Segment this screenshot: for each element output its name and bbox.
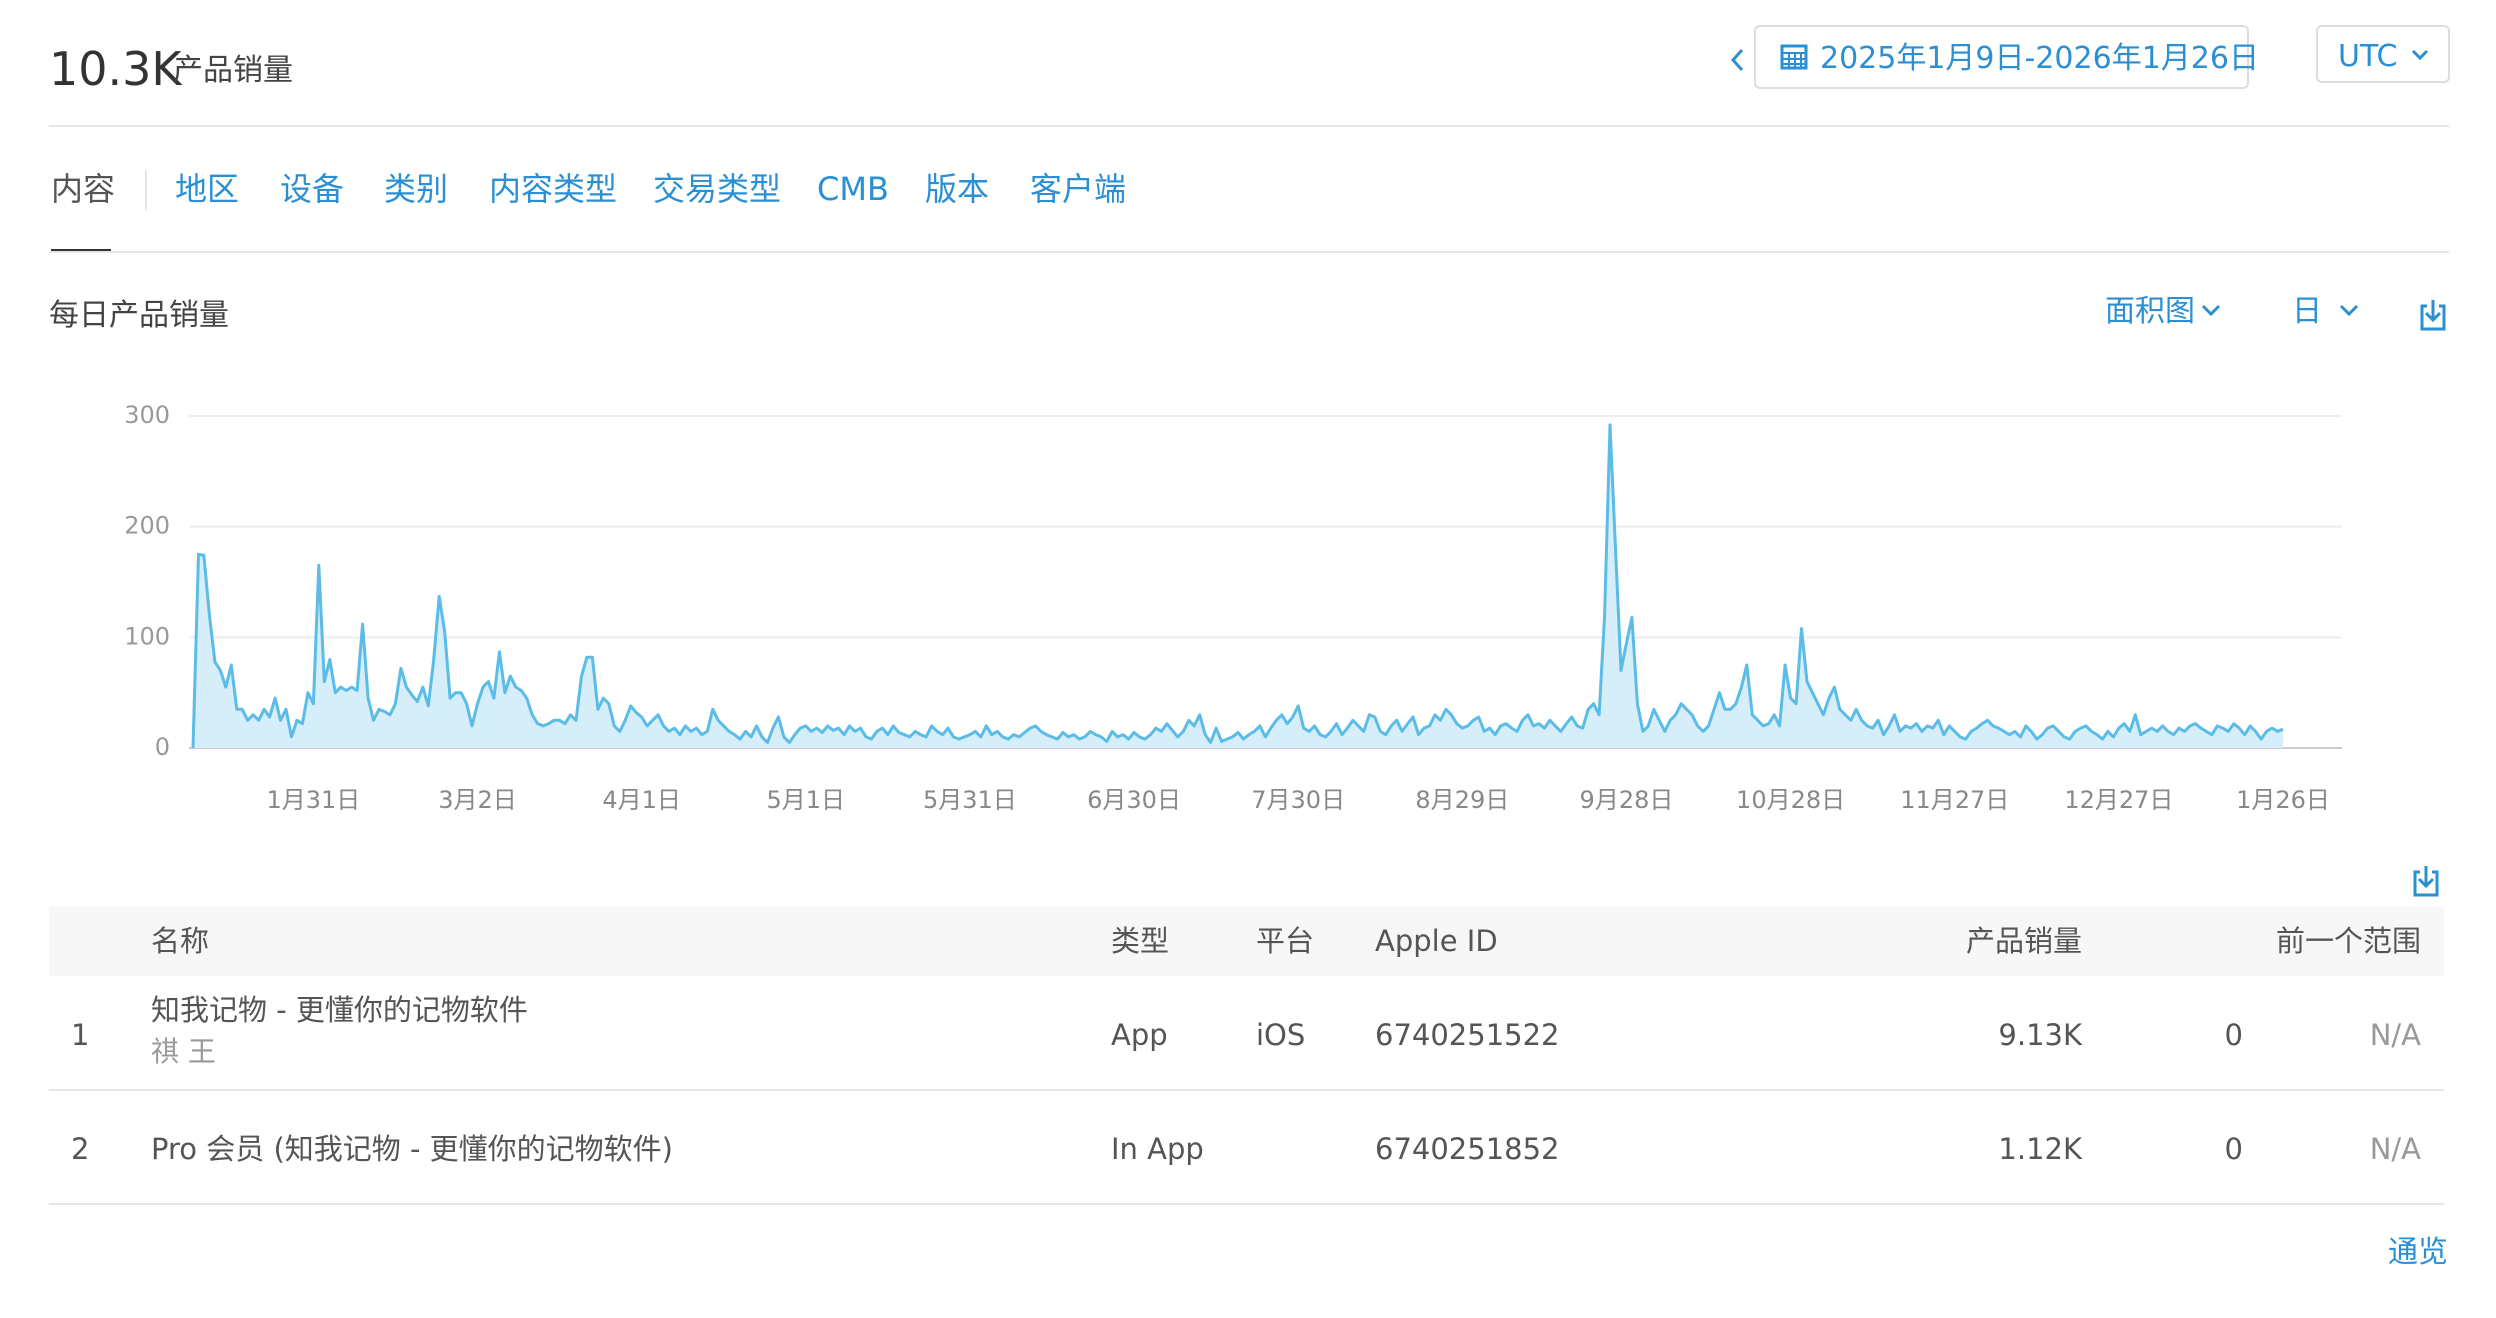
row-platform: iOS — [1256, 1018, 1306, 1052]
granularity-select[interactable]: 日 — [2292, 294, 2322, 329]
area — [193, 424, 2283, 748]
row-units: 9.13K — [1998, 1018, 2082, 1052]
x-tick-label: 5月31日 — [923, 786, 1017, 814]
download-chart[interactable] — [2419, 298, 2447, 332]
y-tick-label: 200 — [124, 512, 170, 540]
chart-title: 每日产品销量 — [49, 298, 229, 333]
x-tick-label: 10月28日 — [1736, 786, 1845, 814]
row-rank: 2 — [71, 1132, 90, 1166]
row-type: App — [1111, 1018, 1168, 1052]
timezone: UTC — [2338, 39, 2398, 74]
row-divider — [49, 1203, 2444, 1205]
x-tick-label: 7月30日 — [1251, 786, 1345, 814]
x-tick-label: 8月29日 — [1415, 786, 1509, 814]
tab[interactable]: 类别 — [384, 170, 449, 208]
divider — [49, 125, 2449, 127]
tab[interactable]: 设备 — [280, 170, 345, 208]
download-table[interactable] — [2412, 864, 2440, 898]
tab[interactable]: 客户端 — [1030, 170, 1127, 208]
total: 10.3K — [49, 42, 182, 96]
total-label: 产品销量 — [173, 53, 293, 88]
line — [191, 423, 2284, 749]
table-header — [49, 907, 2444, 976]
y-tick-label: 300 — [124, 401, 170, 429]
calendar-icon — [1780, 44, 1808, 70]
prev-button[interactable] — [1728, 46, 1748, 74]
date-picker[interactable]: 2025年1月9日-2026年1月26日 — [1754, 25, 2259, 89]
date-range: 2025年1月9日-2026年1月26日 — [1820, 41, 2259, 76]
column-header: Apple ID — [1375, 924, 1498, 958]
tab[interactable]: 内容类型 — [489, 170, 618, 208]
column-header: 前一个范围 — [2275, 924, 2421, 958]
row-apple-id: 6740251522 — [1375, 1018, 1560, 1052]
x-tick-label: 11月27日 — [1900, 786, 2009, 814]
chevron — [2339, 304, 2359, 317]
row-name: 知我记物 - 更懂你的记物软件 — [151, 993, 528, 1027]
tab[interactable]: 版本 — [925, 170, 990, 208]
tab-underline — [51, 249, 111, 252]
row-divider — [49, 1089, 2444, 1091]
row-developer: 祺 王 — [151, 1035, 216, 1068]
chart: 0 100 200 300 1月31日 3月2日 4月1日 5月1日 5月31日 6月30日 7月3… — [124, 401, 2342, 814]
row-name: Pro 会员 (知我记物 - 更懂你的记物软件) — [151, 1132, 673, 1166]
x-tick-label: 5月1日 — [767, 786, 846, 814]
x-tick-label: 9月28日 — [1580, 786, 1674, 814]
row-previous: 0 — [2224, 1132, 2243, 1166]
overview-link[interactable]: 通览 — [2388, 1235, 2448, 1270]
y-tick-label: 100 — [124, 622, 170, 650]
row-rank: 1 — [71, 1018, 90, 1052]
x-tick-label: 12月27日 — [2064, 786, 2173, 814]
row-previous: 0 — [2224, 1018, 2243, 1052]
x-tick-label: 4月1日 — [602, 786, 681, 814]
chart-type-select[interactable]: 面积图 — [2105, 294, 2195, 329]
column-header: 产品销量 — [1965, 924, 2082, 958]
tab[interactable]: CMB — [817, 170, 889, 208]
x-tick-label: 1月31日 — [266, 786, 360, 814]
tab[interactable]: 地区 — [175, 170, 240, 208]
column-header: 名称 — [151, 924, 210, 958]
timezone-select[interactable]: UTC — [2316, 25, 2450, 83]
row-change: N/A — [2369, 1018, 2421, 1052]
tab[interactable]: 交易类型 — [653, 170, 782, 208]
x-tick-label: 6月30日 — [1087, 786, 1181, 814]
row-units: 1.12K — [1998, 1132, 2082, 1166]
y-tick-label: 0 — [155, 733, 170, 761]
x-tick-label: 3月2日 — [438, 786, 517, 814]
x-tick-label: 1月26日 — [2236, 786, 2330, 814]
row-change: N/A — [2369, 1132, 2421, 1166]
column-header: 类型 — [1111, 924, 1170, 958]
chevron — [2411, 49, 2429, 61]
row-apple-id: 6740251852 — [1375, 1132, 1560, 1166]
column-header: 平台 — [1256, 924, 1315, 958]
row-type: In App — [1111, 1132, 1204, 1166]
divider — [49, 251, 2449, 253]
tab-separator — [145, 170, 147, 210]
tab[interactable]: 内容 — [51, 170, 116, 208]
chevron — [2201, 304, 2221, 317]
